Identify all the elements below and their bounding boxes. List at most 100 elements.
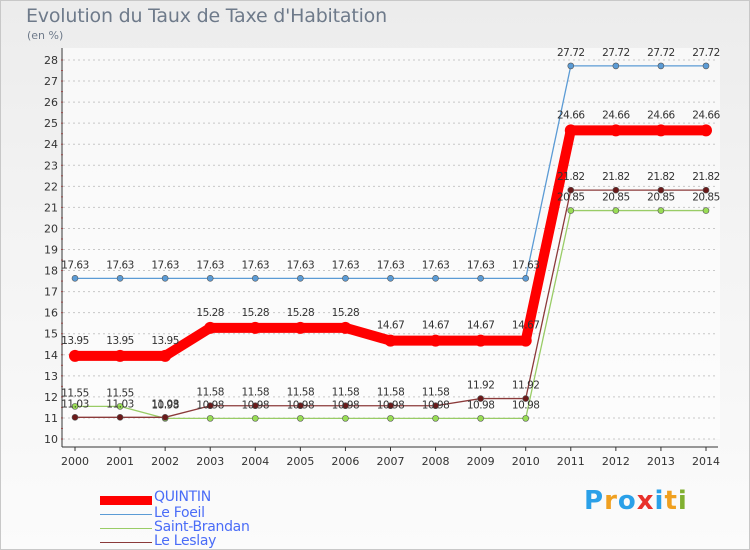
data-label: 10.98 bbox=[196, 399, 224, 411]
data-label: 11.58 bbox=[422, 387, 450, 399]
y-tick-label: 14 bbox=[44, 349, 58, 362]
data-point bbox=[342, 415, 349, 422]
legend-label-saint-brandan: Saint-Brandan bbox=[154, 519, 250, 535]
data-label: 10.98 bbox=[287, 399, 315, 411]
data-label: 14.67 bbox=[512, 320, 540, 332]
data-point bbox=[387, 275, 394, 282]
x-tick-label: 2007 bbox=[377, 455, 405, 468]
data-point bbox=[522, 415, 530, 422]
data-point bbox=[206, 402, 214, 410]
data-point bbox=[657, 186, 665, 194]
data-point bbox=[161, 275, 169, 282]
data-label: 17.63 bbox=[242, 259, 270, 271]
data-label: 13.95 bbox=[61, 335, 89, 347]
data-point bbox=[519, 334, 532, 347]
x-tick-label: 2003 bbox=[196, 455, 224, 468]
x-tick-label: 2010 bbox=[512, 455, 540, 468]
data-label: 11.55 bbox=[106, 387, 134, 399]
data-point bbox=[342, 275, 349, 282]
data-label: 27.72 bbox=[557, 47, 585, 59]
y-tick-label: 16 bbox=[44, 307, 58, 320]
logo-letter: i bbox=[677, 486, 688, 516]
data-point bbox=[71, 275, 79, 282]
data-point bbox=[564, 124, 577, 137]
data-point bbox=[477, 275, 484, 282]
x-tick-label: 2002 bbox=[151, 455, 179, 468]
data-point bbox=[702, 62, 710, 70]
data-point bbox=[69, 349, 81, 362]
data-label: 15.28 bbox=[332, 307, 360, 319]
data-point bbox=[700, 124, 712, 137]
data-label: 24.66 bbox=[647, 109, 675, 121]
data-point bbox=[159, 349, 172, 362]
data-point bbox=[339, 321, 352, 334]
x-tick-label: 2014 bbox=[692, 455, 720, 468]
data-label: 11.03 bbox=[151, 398, 179, 410]
y-tick-label: 22 bbox=[44, 180, 58, 193]
data-point bbox=[387, 402, 394, 410]
data-point bbox=[474, 334, 487, 347]
data-label: 10.98 bbox=[377, 399, 405, 411]
y-tick-label: 15 bbox=[44, 328, 58, 341]
y-tick-label: 27 bbox=[44, 75, 58, 88]
data-label: 17.63 bbox=[196, 259, 224, 271]
data-label: 17.63 bbox=[61, 259, 89, 271]
legend-label-le-foeil: Le Foeil bbox=[154, 505, 205, 521]
data-label: 27.72 bbox=[692, 47, 720, 59]
y-tick-label: 21 bbox=[44, 201, 58, 214]
data-point bbox=[702, 207, 710, 214]
data-point bbox=[612, 62, 620, 70]
data-label: 11.58 bbox=[287, 387, 315, 399]
y-tick-label: 23 bbox=[44, 159, 58, 172]
data-label: 11.03 bbox=[61, 398, 89, 410]
data-label: 24.66 bbox=[692, 109, 720, 121]
data-point bbox=[567, 62, 575, 70]
data-label: 10.98 bbox=[467, 399, 495, 411]
data-label: 17.63 bbox=[151, 259, 179, 271]
data-label: 21.82 bbox=[692, 171, 720, 183]
x-tick-label: 2000 bbox=[61, 455, 89, 468]
data-label: 11.58 bbox=[377, 387, 405, 399]
data-label: 24.66 bbox=[602, 109, 630, 121]
data-point bbox=[609, 124, 622, 137]
data-label: 27.72 bbox=[602, 47, 630, 59]
x-tick-label: 2012 bbox=[602, 455, 630, 468]
data-point bbox=[204, 321, 217, 334]
data-label: 20.85 bbox=[647, 192, 675, 204]
data-label: 17.63 bbox=[287, 259, 315, 271]
data-point bbox=[251, 402, 259, 410]
x-tick-label: 2004 bbox=[241, 455, 269, 468]
data-point bbox=[71, 414, 79, 421]
data-point bbox=[116, 275, 124, 282]
data-point bbox=[432, 275, 439, 282]
x-tick-label: 2006 bbox=[331, 455, 359, 468]
data-label: 17.63 bbox=[422, 259, 450, 271]
data-point bbox=[429, 334, 442, 347]
data-label: 20.85 bbox=[602, 192, 630, 204]
legend-label-le-leslay: Le Leslay bbox=[154, 533, 217, 549]
y-tick-label: 26 bbox=[44, 96, 58, 109]
data-label: 14.67 bbox=[467, 320, 495, 332]
x-tick-label: 2001 bbox=[106, 455, 134, 468]
data-point bbox=[71, 403, 79, 410]
data-point bbox=[384, 334, 397, 347]
data-point bbox=[251, 415, 259, 422]
data-point bbox=[612, 186, 620, 194]
data-point bbox=[657, 207, 665, 214]
chart-title: Evolution du Taux de Taxe d'Habitation bbox=[26, 5, 387, 27]
data-point bbox=[294, 321, 307, 334]
data-label: 10.98 bbox=[151, 399, 179, 411]
data-point bbox=[387, 415, 394, 422]
data-label: 13.95 bbox=[151, 335, 179, 347]
data-label: 21.82 bbox=[602, 171, 630, 183]
data-point bbox=[432, 415, 439, 422]
logo-letter: P bbox=[584, 486, 605, 516]
data-label: 15.28 bbox=[287, 307, 315, 319]
legend-swatch-le-foeil bbox=[100, 514, 152, 515]
data-point bbox=[477, 395, 484, 402]
y-tick-label: 11 bbox=[44, 412, 58, 425]
data-point bbox=[477, 415, 484, 422]
data-point bbox=[567, 186, 575, 194]
logo-letter: o bbox=[617, 486, 637, 516]
data-point bbox=[206, 275, 214, 282]
